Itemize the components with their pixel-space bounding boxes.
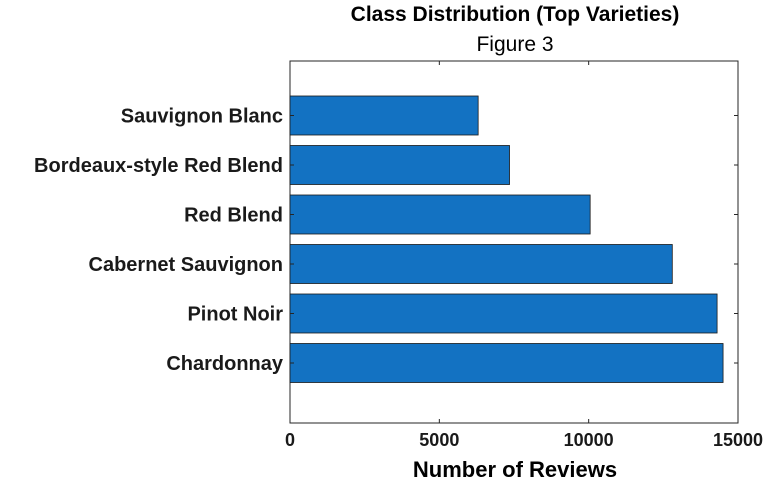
- category-labels: Chardonnay Pinot Noir Cabernet Sauvignon Re…: [34, 106, 284, 376]
- bar-pinot-noir: [289, 293, 718, 334]
- chart-title: Class Distribution (Top Varieties): [351, 3, 680, 26]
- x-ticks: [289, 61, 739, 423]
- category-label-cabernet-sauvignon: Cabernet Sauvignon: [89, 254, 283, 276]
- x-tick-label-0: 0: [285, 430, 295, 450]
- x-tick-label-5000: 5000: [419, 430, 459, 450]
- bar-cabernet-sauvignon: [289, 244, 673, 284]
- plot-area: [289, 60, 739, 424]
- chart-subtitle: Figure 3: [476, 33, 553, 56]
- category-label-pinot-noir: Pinot Noir: [187, 304, 283, 326]
- bar-chardonnay: [289, 343, 724, 383]
- bars-group: [289, 95, 724, 383]
- category-label-bordeaux-style-red-blend: Bordeaux-style Red Blend: [34, 155, 283, 177]
- bar-red-blend: [289, 194, 591, 235]
- x-tick-label-15000: 15000: [713, 430, 763, 450]
- bar-sauvignon-blanc: [289, 95, 479, 136]
- category-label-red-blend: Red Blend: [184, 205, 283, 227]
- category-label-chardonnay: Chardonnay: [166, 353, 284, 375]
- bar-bordeaux-style-red-blend: [289, 145, 510, 185]
- x-tick-label-10000: 10000: [564, 430, 614, 450]
- x-tick-labels: 0 5000 10000 15000: [285, 430, 763, 450]
- category-label-sauvignon-blanc: Sauvignon Blanc: [121, 106, 283, 128]
- x-axis-label: Number of Reviews: [413, 457, 617, 480]
